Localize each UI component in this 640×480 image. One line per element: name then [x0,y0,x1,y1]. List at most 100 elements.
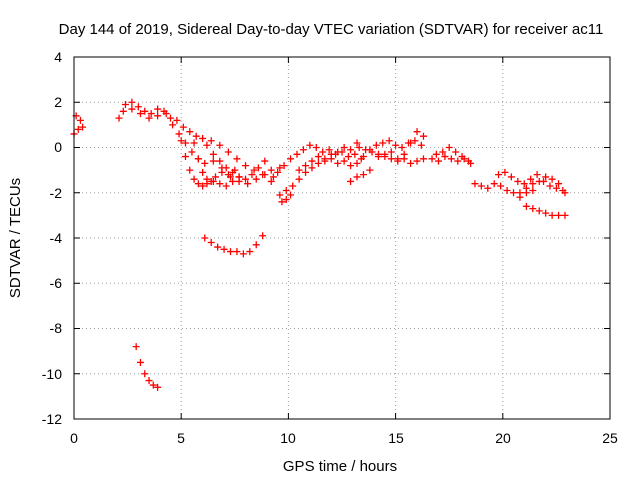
data-point [497,182,505,190]
data-point [209,157,217,165]
data-point [207,177,215,185]
data-point [295,175,303,183]
data-point [274,168,282,176]
data-point [359,153,367,161]
data-point [181,139,189,147]
data-point [372,141,380,149]
data-point [254,164,262,172]
data-point [229,177,237,185]
data-point [340,157,348,165]
data-point [347,162,355,170]
data-point [546,182,554,190]
data-point [227,248,235,256]
data-point [561,211,569,219]
data-point [216,180,224,188]
data-point [400,150,408,158]
x-tick-label: 25 [602,430,618,446]
data-point [136,358,144,366]
data-point [501,168,509,176]
data-point [154,105,162,113]
data-point [477,182,485,190]
data-point [186,128,194,136]
data-point [250,166,258,174]
data-point [216,157,224,165]
data-point [529,186,537,194]
data-point [308,157,316,165]
data-point [154,112,162,120]
data-point [379,139,387,147]
data-point [261,171,269,179]
data-point [516,189,524,197]
y-axis-label: SDTVAR / TECUs [7,178,24,298]
data-point [162,110,170,118]
data-point [248,171,256,179]
data-point [529,205,537,213]
y-tick-label: -8 [50,320,63,336]
data-point [216,141,224,149]
x-tick-label: 10 [280,430,296,446]
data-point [252,241,260,249]
data-point [201,159,209,167]
data-point [510,189,518,197]
data-point [212,173,220,181]
y-tick-label: -4 [50,230,63,246]
data-point [295,166,303,174]
data-point [141,370,149,378]
data-point [503,186,511,194]
data-point [542,173,550,181]
data-point [154,383,162,391]
data-point [340,144,348,151]
y-tick-label: 4 [54,49,62,65]
data-point [166,114,174,122]
data-point [246,248,254,256]
data-point [147,110,155,118]
data-point [188,148,196,156]
data-point [239,250,247,258]
data-point [407,159,415,167]
data-point [366,166,374,174]
data-point [194,180,202,188]
series-trace-m [347,166,374,185]
data-point [186,166,194,174]
series-trace-a [70,112,87,138]
series-trace-l [278,191,295,206]
series-trace-v [522,202,569,219]
data-point [561,189,569,197]
data-point [529,180,537,188]
data-point [287,155,295,163]
data-point [267,166,275,174]
data-point [242,175,250,183]
data-point [302,168,310,176]
data-point [293,150,301,158]
data-point [115,114,123,122]
data-point [321,155,329,163]
data-point [209,150,217,158]
data-point [344,153,352,161]
data-point [128,98,136,106]
data-points [70,98,569,391]
data-point [355,144,363,151]
y-tick-label: 0 [54,139,62,155]
series-trace-r [432,144,472,165]
data-point [224,171,232,179]
data-point [76,116,84,124]
data-point [203,141,211,149]
data-point [308,164,316,172]
x-tick-label: 15 [388,430,404,446]
data-point [353,173,361,181]
data-point [555,211,563,219]
data-point [222,164,230,172]
data-point [434,157,442,165]
series-trace-s [471,180,537,201]
data-point [441,153,449,161]
data-point [306,141,314,149]
data-point [407,139,415,147]
y-tick-label: -12 [42,411,62,427]
data-point [192,132,200,140]
data-point [229,168,237,176]
data-point [387,155,395,163]
data-point [136,110,144,118]
y-tick-label: -2 [50,185,63,201]
data-point [252,175,260,183]
